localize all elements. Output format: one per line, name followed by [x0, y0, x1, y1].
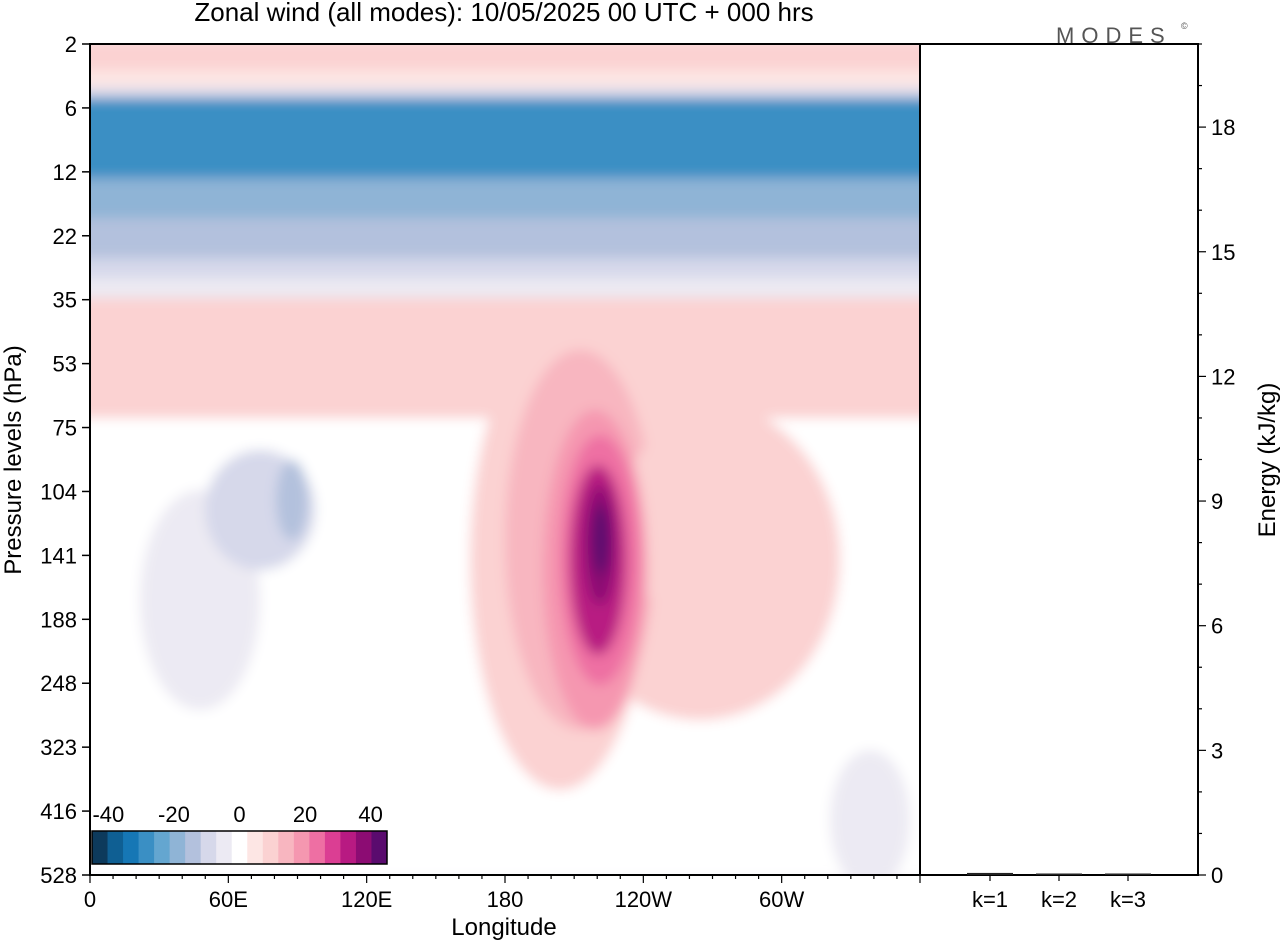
colorbar-swatch	[371, 831, 388, 864]
colorbar-swatch	[247, 831, 264, 864]
colorbar-swatch	[293, 831, 310, 864]
energy-bar	[967, 872, 1013, 875]
colorbar-swatch	[231, 831, 248, 864]
x-tick-label: 120W	[615, 887, 673, 912]
colorbar-swatch	[107, 831, 124, 864]
y-tick-label: 104	[40, 479, 77, 504]
colorbar-swatch	[185, 831, 202, 864]
wind-band	[90, 278, 920, 298]
y-tick-label: 53	[53, 352, 77, 377]
y-tick-label: 416	[40, 799, 77, 824]
colorbar-swatch	[324, 831, 341, 864]
y-tick-label: 141	[40, 543, 77, 568]
wind-band	[90, 98, 920, 178]
energy-tick-label: 9	[1211, 489, 1223, 514]
y-tick-label: 6	[65, 96, 77, 121]
energy-axis: 0 3 6 9 12 15 18	[1198, 43, 1235, 888]
wind-contour	[593, 505, 609, 575]
colorbar-tick-label: 0	[233, 802, 245, 827]
colorbar-tick-label: -20	[158, 802, 190, 827]
x-tick-label: 120E	[341, 887, 392, 912]
colorbar-swatch	[355, 831, 372, 864]
wind-contour	[620, 430, 740, 610]
modes-logo-mark: ©	[1181, 21, 1188, 31]
x-tick-label: 60E	[209, 887, 248, 912]
colorbar-swatch	[154, 831, 171, 864]
energy-tick-label: 18	[1211, 115, 1235, 140]
y-tick-label: 248	[40, 671, 77, 696]
colorbar-swatch	[278, 831, 295, 864]
energy-bar	[1036, 873, 1082, 875]
colorbar-tick-label: 20	[293, 802, 317, 827]
colorbar-tick-label: -40	[92, 802, 124, 827]
energy-tick-label: 15	[1211, 240, 1235, 265]
y-tick-label: 188	[40, 607, 77, 632]
y-tick-label: 2	[65, 32, 77, 57]
y-tick-label: 75	[53, 416, 77, 441]
colorbar-swatch	[262, 831, 279, 864]
wind-contour	[276, 460, 308, 540]
colorbar-swatch	[123, 831, 140, 864]
x-tick-label: 180	[487, 887, 524, 912]
colorbar: -40 -20 0 20 40	[91, 802, 388, 865]
colorbar-swatch	[216, 831, 233, 864]
energy-panel	[919, 43, 1199, 876]
wind-band	[90, 44, 920, 70]
longitude-axis: 0 60E 120E 180 120W 60W	[84, 875, 921, 912]
y-tick-label: 12	[53, 160, 77, 185]
energy-tick-label: 0	[1211, 863, 1223, 888]
wind-band	[90, 88, 920, 98]
energy-tick-label: 12	[1211, 364, 1235, 389]
x-axis-label: Longitude	[451, 914, 556, 941]
y-tick-label: 22	[53, 224, 77, 249]
energy-tick-label: 3	[1211, 738, 1223, 763]
wind-band	[90, 218, 920, 258]
wind-contour	[570, 325, 870, 395]
wind-contour	[310, 320, 550, 380]
colorbar-swatch	[340, 831, 357, 864]
energy-tick-label: 6	[1211, 614, 1223, 639]
energy-axis-label: Energy (kJ/kg)	[1254, 383, 1280, 538]
wind-band	[90, 258, 920, 278]
colorbar-swatch	[92, 831, 109, 864]
energy-categories: k=1 k=2 k=3	[972, 875, 1146, 912]
category-label: k=1	[972, 887, 1008, 912]
heatmap	[90, 44, 920, 875]
category-label: k=3	[1110, 887, 1146, 912]
energy-bar	[1105, 873, 1151, 875]
x-tick-label: 60W	[759, 887, 804, 912]
colorbar-swatch	[138, 831, 155, 864]
chart-title: Zonal wind (all modes): 10/05/2025 00 UT…	[194, 0, 813, 27]
colorbar-swatch	[200, 831, 217, 864]
colorbar-tick-label: 40	[358, 802, 382, 827]
colorbar-swatch	[309, 831, 326, 864]
y-tick-label: 528	[40, 863, 77, 888]
wind-band	[90, 178, 920, 218]
colorbar-swatch	[169, 831, 186, 864]
wind-band	[90, 70, 920, 88]
category-label: k=2	[1041, 887, 1077, 912]
y-tick-label: 35	[53, 288, 77, 313]
y-tick-label: 323	[40, 735, 77, 760]
colorbar-frame	[91, 830, 388, 865]
y-axis-label: Pressure levels (hPa)	[0, 345, 27, 574]
pressure-axis: 2 6 12 22 35 53 75 104 141 188 248 323 416 528	[40, 32, 90, 888]
wind-contour	[830, 750, 910, 875]
x-tick-label: 0	[84, 887, 96, 912]
